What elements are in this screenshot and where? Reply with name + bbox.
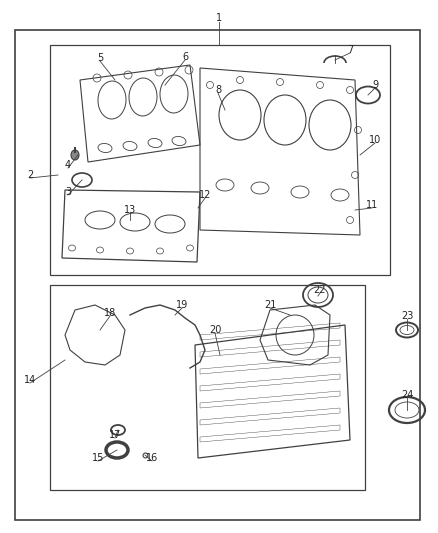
Text: 24: 24 — [401, 390, 413, 400]
Text: 11: 11 — [366, 200, 378, 210]
Text: 4: 4 — [65, 160, 71, 170]
Text: 9: 9 — [372, 80, 378, 90]
Text: 17: 17 — [109, 430, 121, 440]
Text: 1: 1 — [216, 13, 222, 23]
Ellipse shape — [71, 150, 79, 160]
Text: 2: 2 — [27, 170, 33, 180]
Text: 3: 3 — [65, 187, 71, 197]
Text: 6: 6 — [182, 52, 188, 62]
Text: 23: 23 — [401, 311, 413, 321]
Text: 20: 20 — [209, 325, 221, 335]
Text: 22: 22 — [314, 285, 326, 295]
Text: 12: 12 — [199, 190, 211, 200]
Text: 13: 13 — [124, 205, 136, 215]
Text: 18: 18 — [104, 308, 116, 318]
Text: 19: 19 — [176, 300, 188, 310]
Text: 15: 15 — [92, 453, 104, 463]
Text: 8: 8 — [215, 85, 221, 95]
Text: 10: 10 — [369, 135, 381, 145]
Bar — [50, 285, 365, 490]
Text: 21: 21 — [264, 300, 276, 310]
Bar — [50, 45, 390, 275]
Text: 7: 7 — [347, 45, 353, 55]
Text: 5: 5 — [97, 53, 103, 63]
Text: 16: 16 — [146, 453, 158, 463]
Text: 14: 14 — [24, 375, 36, 385]
